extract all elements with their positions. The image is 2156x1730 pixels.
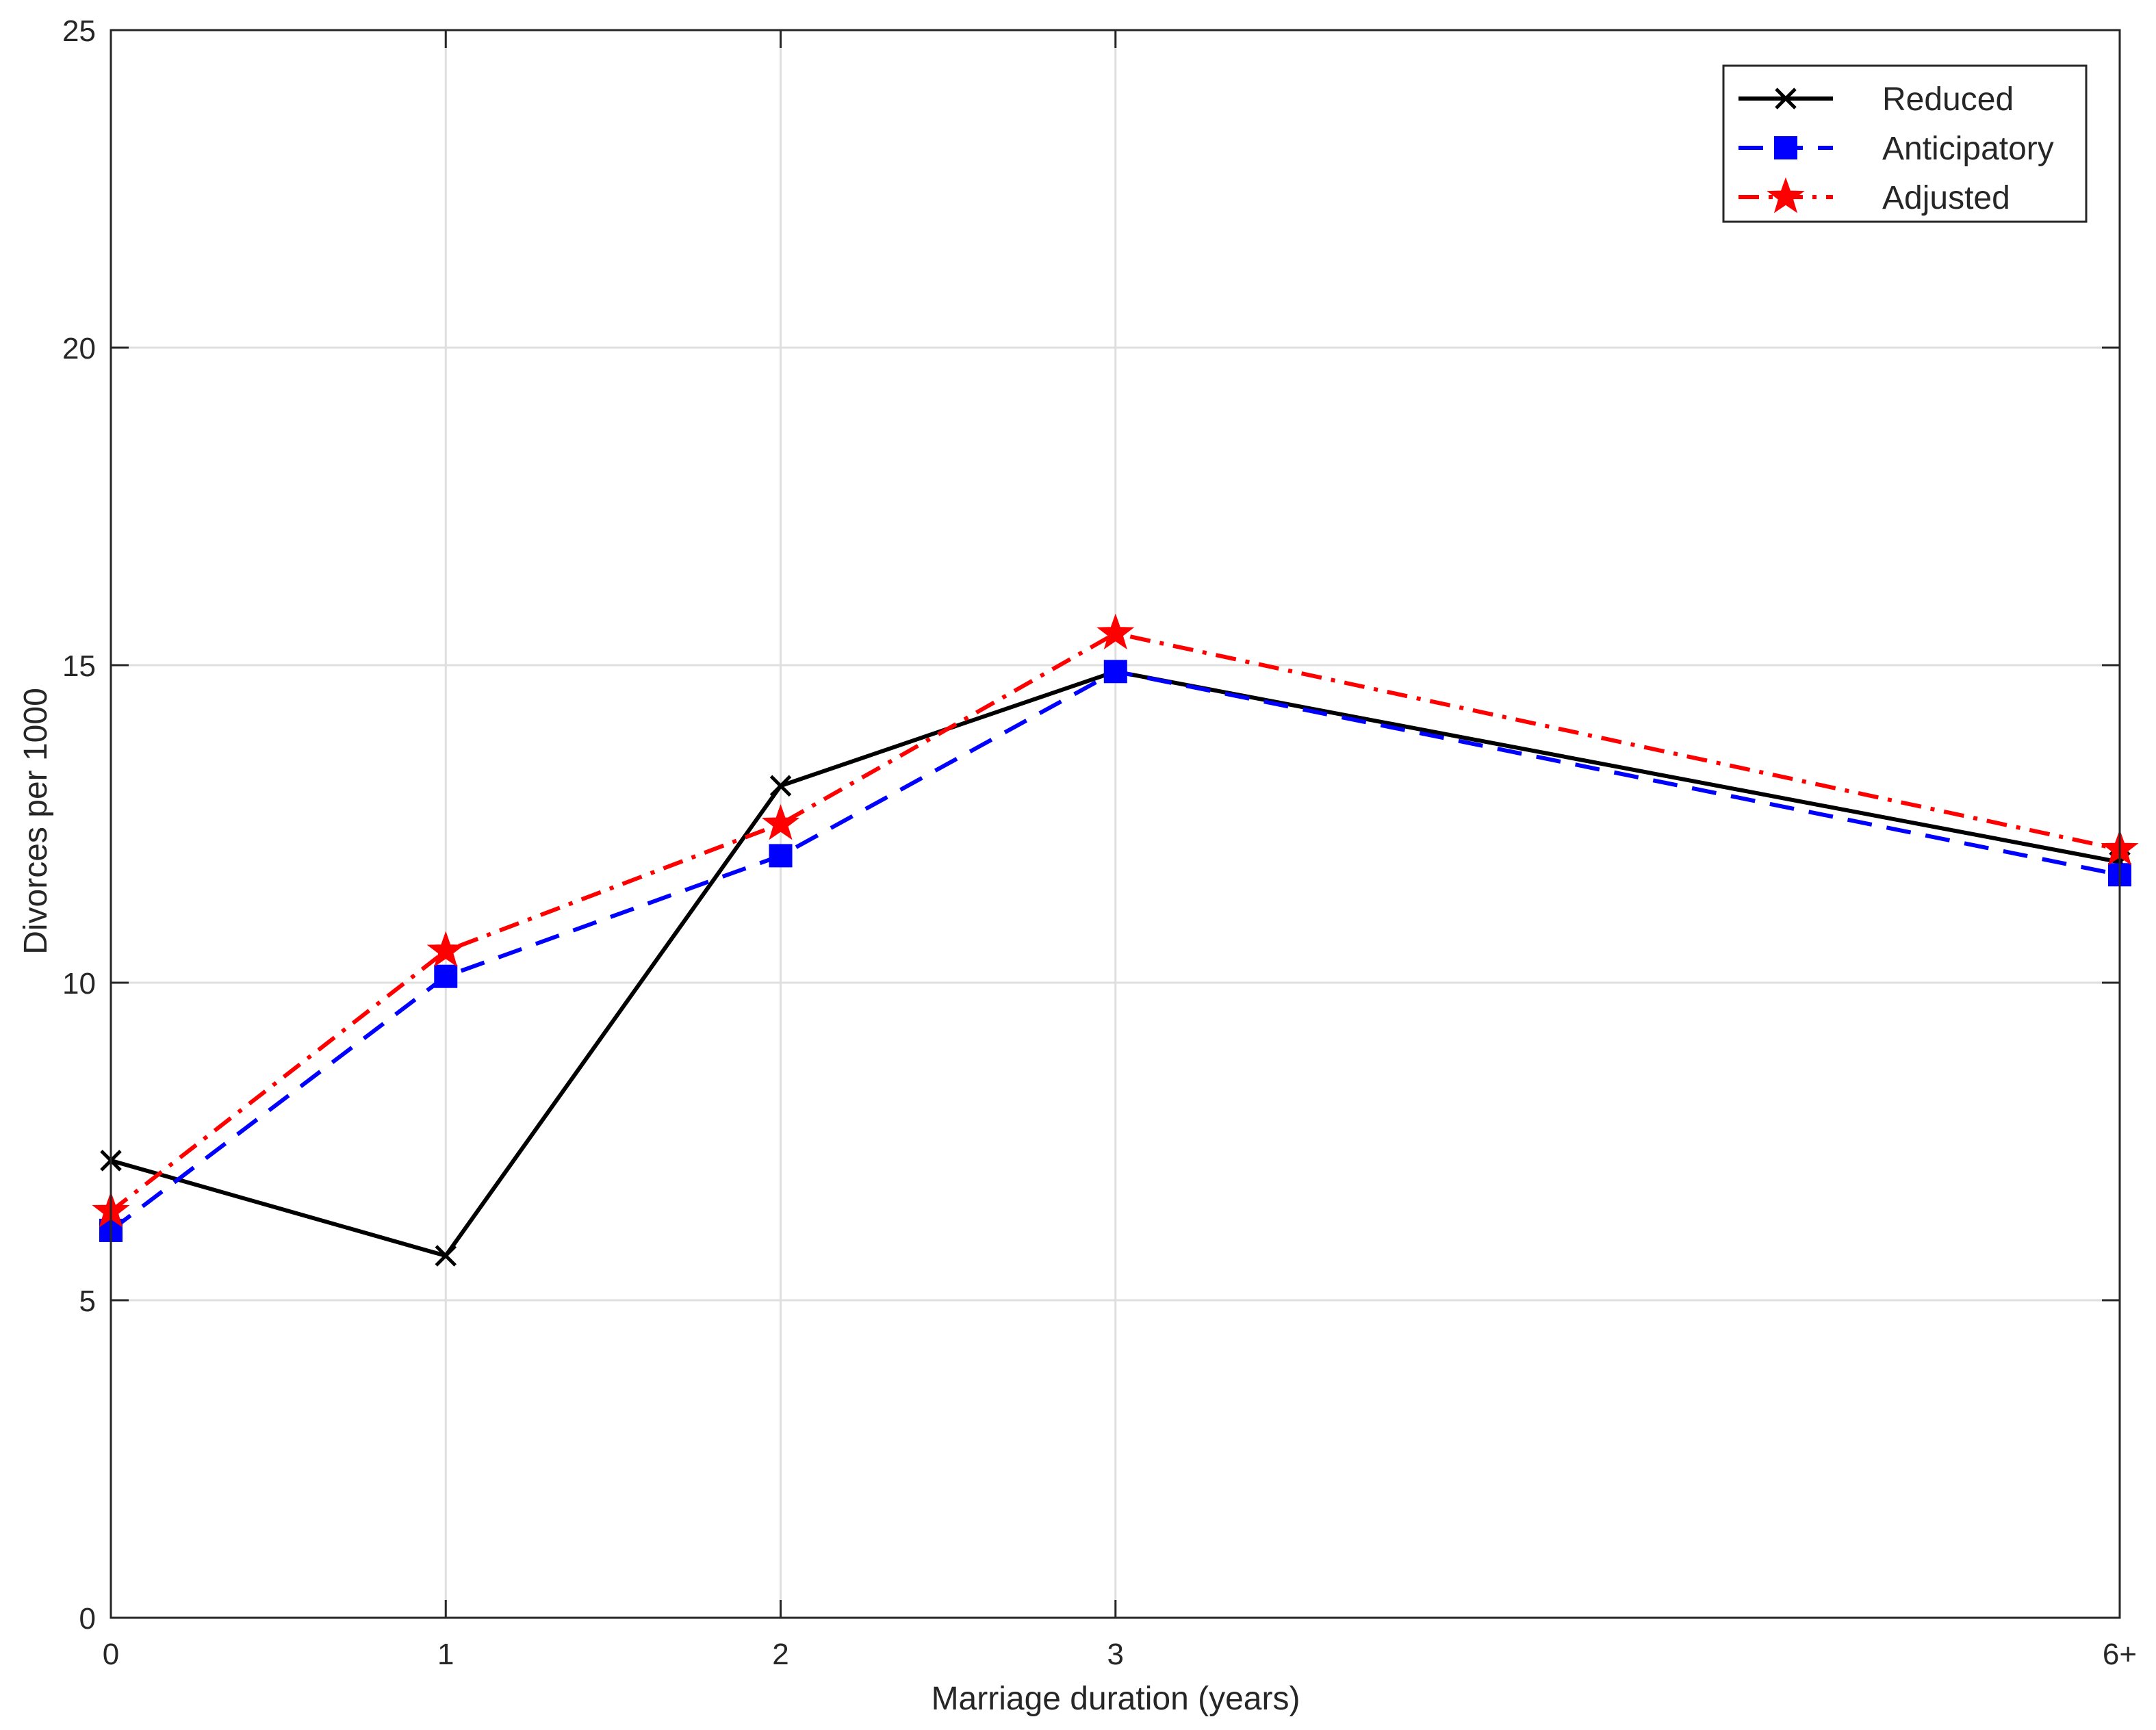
legend-marker: [1774, 136, 1797, 159]
y-tick-label: 10: [62, 967, 96, 1000]
y-tick-label: 15: [62, 649, 96, 683]
x-tick-label: 6+: [2103, 1638, 2137, 1671]
legend-label: Adjusted: [1882, 180, 2010, 216]
series-layer: [92, 613, 2139, 1267]
x-tick-label: 3: [1107, 1638, 1124, 1671]
y-tick-label: 5: [79, 1284, 96, 1318]
point-reduced: [769, 775, 792, 797]
y-tick-label: 20: [62, 332, 96, 365]
point-anticipatory: [434, 964, 458, 988]
series-line-adjusted: [110, 631, 2120, 1213]
legend-marker: [1767, 177, 1805, 214]
axis-ticks: [110, 29, 2121, 1619]
point-adjusted: [761, 803, 800, 840]
y-axis-title: Divorces per 1000: [18, 688, 54, 955]
x-tick-label: 2: [772, 1638, 788, 1671]
y-tick-labels: 0 5 10 15 20 25: [62, 14, 96, 1636]
plot-area: [92, 29, 2139, 1619]
point-anticipatory: [1103, 660, 1127, 684]
y-tick-label: 25: [62, 14, 96, 48]
point-anticipatory: [769, 844, 793, 868]
point-adjusted: [1096, 613, 1135, 650]
x-tick-labels: 0 1 2 3 6+: [103, 1638, 2137, 1671]
legend-item-adjusted: Adjusted: [1738, 177, 2010, 216]
legend: Reduced Anticipatory Adjusted: [1722, 64, 2088, 223]
legend-label: Anticipatory: [1882, 131, 2054, 167]
legend-item-reduced: Reduced: [1738, 81, 2014, 118]
legend-item-anticipatory: Anticipatory: [1738, 131, 2054, 167]
x-axis-title: Marriage duration (years): [932, 1681, 1300, 1717]
legend-label: Reduced: [1882, 81, 2014, 118]
point-reduced: [435, 1245, 457, 1267]
x-tick-label: 1: [437, 1638, 454, 1671]
y-tick-label: 0: [79, 1602, 96, 1636]
x-tick-label: 0: [103, 1638, 119, 1671]
point-adjusted: [426, 931, 465, 968]
legend-marker: [1775, 88, 1797, 109]
